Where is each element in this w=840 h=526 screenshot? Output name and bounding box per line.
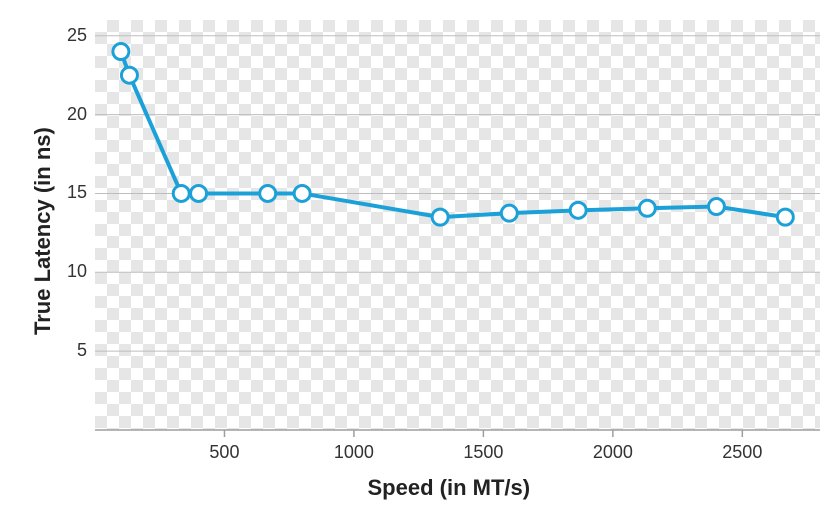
- y-axis-title: True Latency (in ns): [30, 127, 56, 335]
- x-tick-label: 2500: [717, 442, 767, 463]
- data-point: [708, 199, 724, 215]
- y-tick-label: 15: [67, 182, 87, 203]
- data-point: [294, 185, 310, 201]
- data-point: [639, 200, 655, 216]
- data-point: [570, 202, 586, 218]
- latency-chart: True Latency (in ns) Speed (in MT/s) 5 10…: [0, 0, 840, 526]
- data-point: [121, 67, 137, 83]
- chart-svg: [0, 0, 840, 526]
- data-point: [777, 209, 793, 225]
- x-tick-label: 500: [199, 442, 249, 463]
- y-tick-label: 5: [77, 340, 87, 361]
- data-point: [432, 209, 448, 225]
- x-tick-label: 1000: [329, 442, 379, 463]
- y-tick-label: 25: [67, 25, 87, 46]
- data-point: [501, 205, 517, 221]
- y-tick-label: 10: [67, 261, 87, 282]
- x-tick-label: 2000: [588, 442, 638, 463]
- x-axis-title: Speed (in MT/s): [368, 475, 531, 501]
- data-point: [191, 185, 207, 201]
- x-tick-label: 1500: [458, 442, 508, 463]
- data-point: [113, 44, 129, 60]
- y-tick-label: 20: [67, 104, 87, 125]
- data-point: [173, 185, 189, 201]
- latency-line: [121, 52, 785, 218]
- data-point: [260, 185, 276, 201]
